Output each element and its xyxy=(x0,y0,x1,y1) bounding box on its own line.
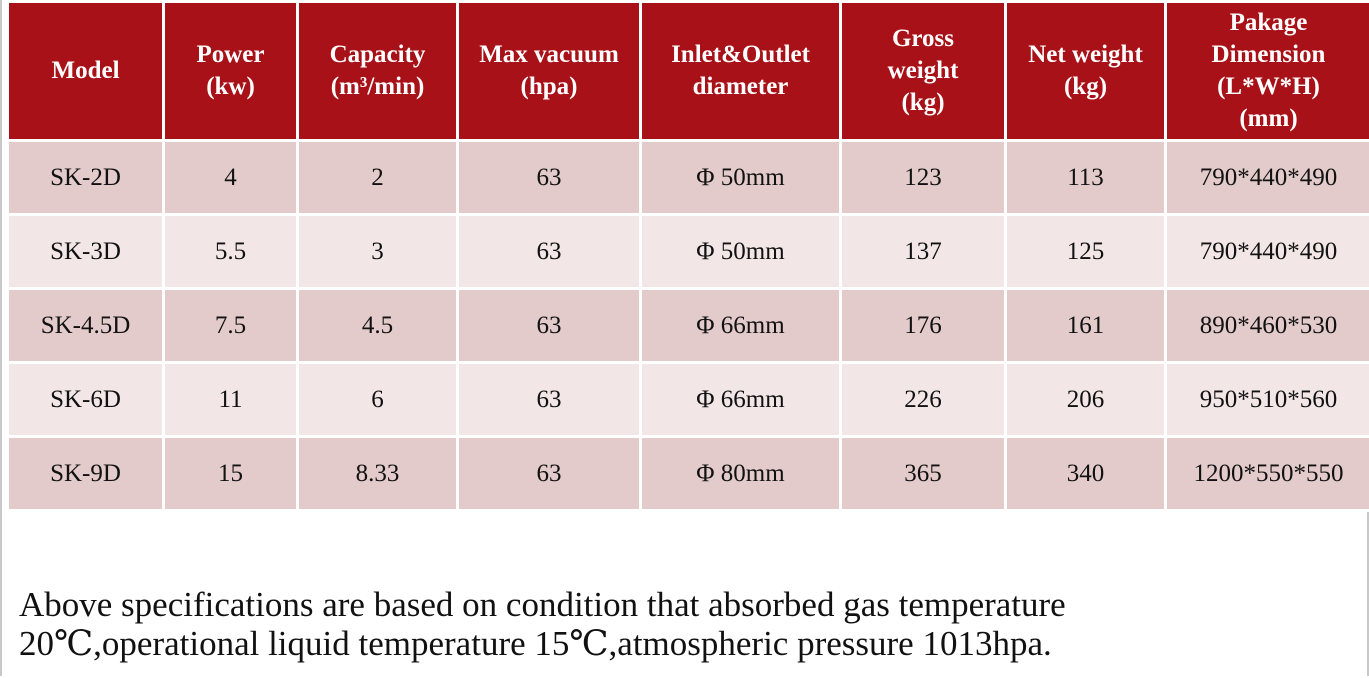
cell-model: SK-2D xyxy=(6,139,165,216)
cell-power: 5.5 xyxy=(162,213,299,290)
cell-gross-weight: 123 xyxy=(839,139,1007,216)
cell-power: 15 xyxy=(162,435,299,512)
table-header-row: Model Power (kw) Capacity (m³/min) Max v… xyxy=(6,0,1369,142)
note-line-2: 20℃,operational liquid temperature 15℃,a… xyxy=(19,624,1052,663)
header-gross-weight: Gross weight (kg) xyxy=(839,0,1007,142)
cell-model: SK-4.5D xyxy=(6,287,165,364)
specification-note: Above specifications are based on condit… xyxy=(19,585,1349,663)
cell-capacity: 6 xyxy=(296,361,459,438)
table-row: SK-2D 4 2 63 Φ 50mm 123 113 790*440*490 xyxy=(6,139,1369,216)
cell-power: 11 xyxy=(162,361,299,438)
table-row: SK-9D 15 8.33 63 Φ 80mm 365 340 1200*550… xyxy=(6,435,1369,512)
table-row: SK-3D 5.5 3 63 Φ 50mm 137 125 790*440*49… xyxy=(6,213,1369,290)
cell-capacity: 3 xyxy=(296,213,459,290)
cell-gross-weight: 226 xyxy=(839,361,1007,438)
cell-package-dimension: 790*440*490 xyxy=(1164,139,1369,216)
cell-capacity: 8.33 xyxy=(296,435,459,512)
cell-max-vacuum: 63 xyxy=(456,435,642,512)
header-max-vacuum: Max vacuum (hpa) xyxy=(456,0,642,142)
header-capacity: Capacity (m³/min) xyxy=(296,0,459,142)
cell-package-dimension: 790*440*490 xyxy=(1164,213,1369,290)
header-model: Model xyxy=(6,0,165,142)
table-row: SK-4.5D 7.5 4.5 63 Φ 66mm 176 161 890*46… xyxy=(6,287,1369,364)
cell-gross-weight: 137 xyxy=(839,213,1007,290)
cell-model: SK-3D xyxy=(6,213,165,290)
cell-net-weight: 340 xyxy=(1004,435,1167,512)
cell-diameter: Φ 50mm xyxy=(639,213,842,290)
cell-capacity: 4.5 xyxy=(296,287,459,364)
cell-max-vacuum: 63 xyxy=(456,287,642,364)
table-row: SK-6D 11 6 63 Φ 66mm 226 206 950*510*560 xyxy=(6,361,1369,438)
cell-power: 4 xyxy=(162,139,299,216)
cell-package-dimension: 950*510*560 xyxy=(1164,361,1369,438)
cell-diameter: Φ 80mm xyxy=(639,435,842,512)
cell-gross-weight: 176 xyxy=(839,287,1007,364)
cell-net-weight: 161 xyxy=(1004,287,1167,364)
cell-diameter: Φ 66mm xyxy=(639,287,842,364)
cell-capacity: 2 xyxy=(296,139,459,216)
cell-diameter: Φ 50mm xyxy=(639,139,842,216)
cell-gross-weight: 365 xyxy=(839,435,1007,512)
cell-power: 7.5 xyxy=(162,287,299,364)
header-power: Power (kw) xyxy=(162,0,299,142)
cell-net-weight: 206 xyxy=(1004,361,1167,438)
cell-diameter: Φ 66mm xyxy=(639,361,842,438)
header-package-dimension: Pakage Dimension (L*W*H) (mm) xyxy=(1164,0,1369,142)
cell-net-weight: 125 xyxy=(1004,213,1167,290)
cell-model: SK-6D xyxy=(6,361,165,438)
cell-max-vacuum: 63 xyxy=(456,361,642,438)
cell-model: SK-9D xyxy=(6,435,165,512)
note-line-1: Above specifications are based on condit… xyxy=(19,585,1066,624)
cell-net-weight: 113 xyxy=(1004,139,1167,216)
header-inlet-outlet-diameter: Inlet&Outlet diameter xyxy=(639,0,842,142)
cell-max-vacuum: 63 xyxy=(456,213,642,290)
cell-max-vacuum: 63 xyxy=(456,139,642,216)
header-net-weight: Net weight (kg) xyxy=(1004,0,1167,142)
specification-table: Model Power (kw) Capacity (m³/min) Max v… xyxy=(6,0,1369,512)
cell-package-dimension: 890*460*530 xyxy=(1164,287,1369,364)
cell-package-dimension: 1200*550*550 xyxy=(1164,435,1369,512)
